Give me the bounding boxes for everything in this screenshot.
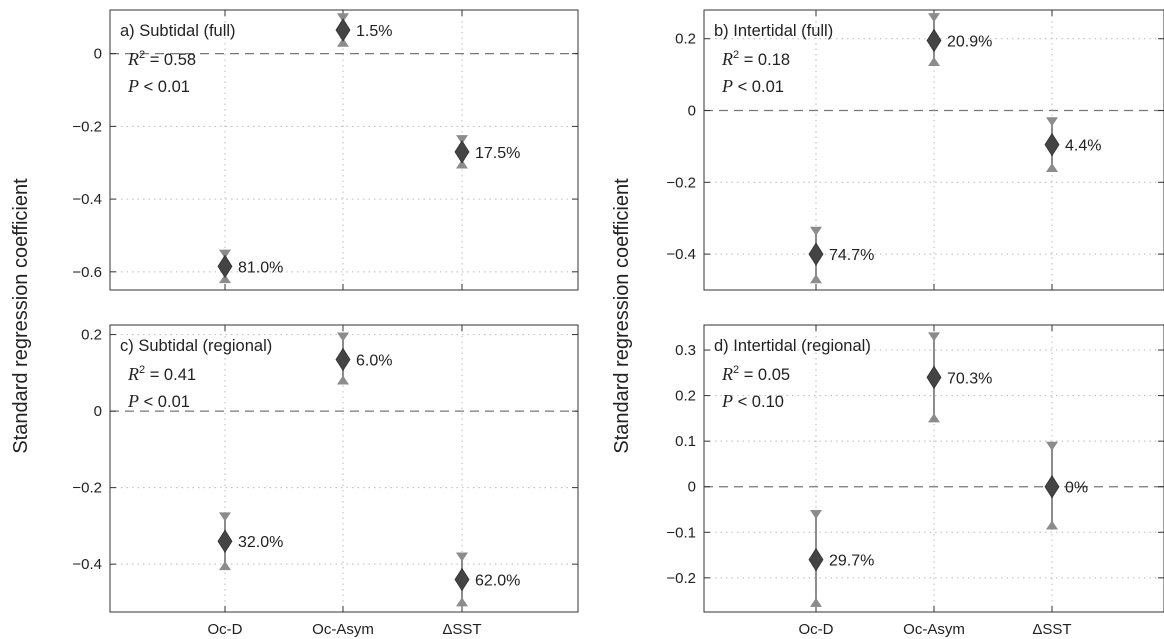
- y-tick-label: 0.2: [81, 327, 102, 344]
- data-marker: [1044, 132, 1060, 157]
- data-label: 0%: [1065, 480, 1088, 497]
- data-label: 32.0%: [238, 534, 283, 551]
- data-label: 4.4%: [1065, 138, 1101, 155]
- panel-title: d) Intertidal (regional): [714, 337, 871, 355]
- y-axis-label-left: Standard regression coefficient: [10, 178, 32, 454]
- p-value: P < 0.01: [127, 391, 190, 411]
- error-cap-upper: [810, 510, 822, 520]
- error-cap-lower: [337, 37, 349, 47]
- data-label: 20.9%: [947, 34, 992, 51]
- p-value: P < 0.01: [721, 76, 784, 96]
- x-tick-label: Oc-D: [208, 621, 243, 638]
- y-tick-label: 0: [94, 403, 102, 420]
- x-tick-label: ΔSST: [1032, 621, 1071, 638]
- error-cap-lower: [456, 597, 468, 607]
- data-marker: [454, 140, 470, 164]
- data-marker: [335, 347, 351, 372]
- error-cap-lower: [337, 375, 349, 385]
- y-tick-label: −0.4: [666, 246, 696, 263]
- data-label: 74.7%: [829, 247, 874, 264]
- error-cap-upper: [1046, 441, 1058, 451]
- error-cap-lower: [219, 274, 231, 284]
- y-tick-label: −0.2: [666, 174, 696, 191]
- data-marker: [926, 365, 942, 390]
- x-tick-label: ΔSST: [442, 621, 481, 638]
- panel-title: a) Subtidal (full): [120, 22, 236, 40]
- y-tick-label: −0.6: [72, 264, 102, 281]
- y-tick-label: 0: [688, 103, 696, 120]
- r-squared: R2 = 0.58: [127, 49, 196, 69]
- x-tick-label: Oc-Asym: [312, 621, 374, 638]
- panel-title: c) Subtidal (regional): [120, 337, 272, 355]
- data-label: 81.0%: [238, 259, 283, 276]
- error-cap-upper: [928, 332, 940, 342]
- error-cap-lower: [1046, 162, 1058, 172]
- y-tick-label: 0.1: [675, 433, 696, 450]
- p-value: P < 0.10: [721, 391, 784, 411]
- data-label: 29.7%: [829, 553, 874, 570]
- y-tick-label: −0.2: [666, 570, 696, 587]
- data-label: 1.5%: [356, 23, 392, 40]
- y-tick-label: −0.4: [72, 556, 102, 573]
- error-cap-lower: [810, 597, 822, 607]
- error-cap-lower: [1046, 520, 1058, 530]
- error-cap-lower: [928, 413, 940, 423]
- data-label: 6.0%: [356, 352, 392, 369]
- data-marker: [808, 242, 824, 266]
- y-axis-label-right: Standard regression coefficient: [611, 178, 633, 454]
- x-tick-label: Oc-Asym: [903, 621, 965, 638]
- error-cap-upper: [456, 552, 468, 562]
- error-cap-lower: [219, 561, 231, 571]
- r-squared: R2 = 0.18: [721, 49, 790, 69]
- plot-frame: [109, 9, 579, 291]
- error-cap-lower: [928, 57, 940, 67]
- y-tick-label: 0: [94, 46, 102, 63]
- panel-title: b) Intertidal (full): [714, 22, 833, 40]
- error-cap-upper: [928, 13, 940, 23]
- panel-a: 0 −0.2 −0.4 −0.6 a) Subtidal (full) R2 = 0.58…: [72, 9, 579, 291]
- y-tick-label: −0.4: [72, 191, 102, 208]
- error-cap-lower: [456, 159, 468, 169]
- data-marker: [335, 18, 351, 42]
- data-label: 70.3%: [947, 370, 992, 387]
- error-cap-upper: [337, 13, 349, 23]
- y-tick-label: 0: [688, 479, 696, 496]
- data-marker: [454, 567, 470, 592]
- panel-b: 0.2 0 −0.2 −0.4 b) Intertidal (full) R2 = 0.1…: [666, 9, 1164, 291]
- y-tick-label: −0.2: [72, 118, 102, 135]
- data-marker: [808, 547, 824, 572]
- panel-c: 0.2 0 −0.2 −0.4 Oc-D Oc-Asym ΔSST c) Subtidal (…: [72, 324, 579, 638]
- panel-d: 0.3 0.2 0.1 0 −0.1 −0.2 Oc-D Oc-Asym ΔSST d) Inte…: [666, 324, 1164, 638]
- r-squared: R2 = 0.05: [721, 364, 790, 384]
- data-label: 62.0%: [475, 572, 520, 589]
- y-tick-label: −0.1: [666, 524, 696, 541]
- error-cap-upper: [219, 512, 231, 522]
- x-tick-label: Oc-D: [799, 621, 834, 638]
- y-tick-label: −0.2: [72, 480, 102, 497]
- y-tick-label: 0.3: [675, 342, 696, 359]
- error-cap-upper: [219, 249, 231, 259]
- p-value: P < 0.01: [127, 76, 190, 96]
- error-cap-upper: [1046, 117, 1058, 127]
- data-label: 17.5%: [475, 145, 520, 162]
- y-tick-label: 0.2: [675, 31, 696, 48]
- data-marker: [217, 254, 233, 279]
- r-squared: R2 = 0.41: [127, 364, 196, 384]
- y-tick-label: 0.2: [675, 388, 696, 405]
- error-cap-upper: [337, 332, 349, 342]
- data-marker: [926, 28, 942, 53]
- data-marker: [217, 529, 233, 553]
- error-cap-lower: [810, 274, 822, 284]
- error-cap-upper: [810, 226, 822, 236]
- data-marker: [1044, 474, 1060, 499]
- error-cap-upper: [456, 135, 468, 145]
